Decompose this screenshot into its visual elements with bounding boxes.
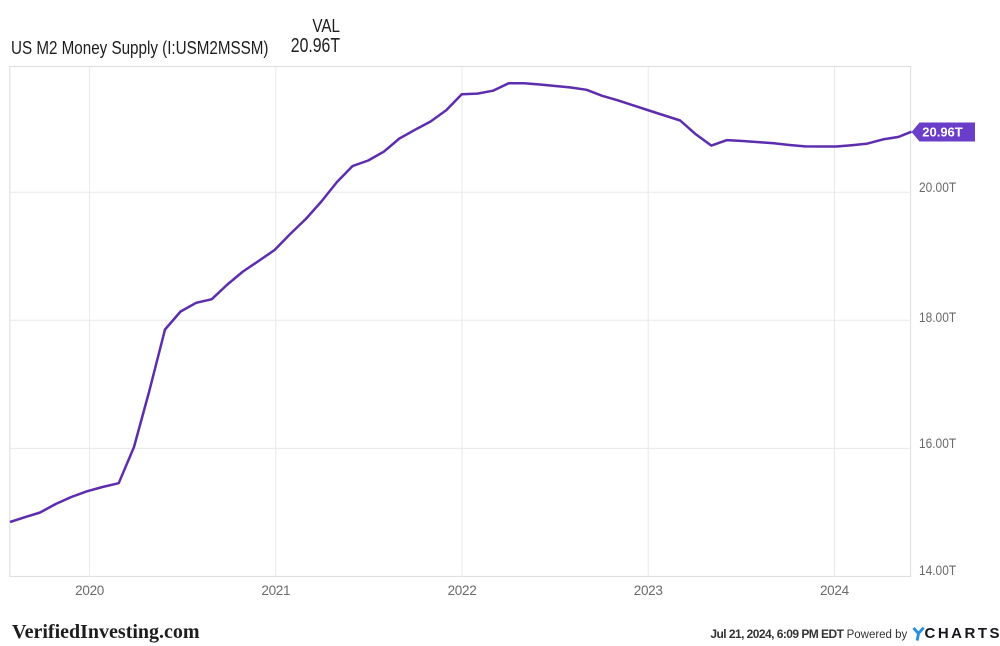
svg-text:20.96T: 20.96T [922,125,963,140]
